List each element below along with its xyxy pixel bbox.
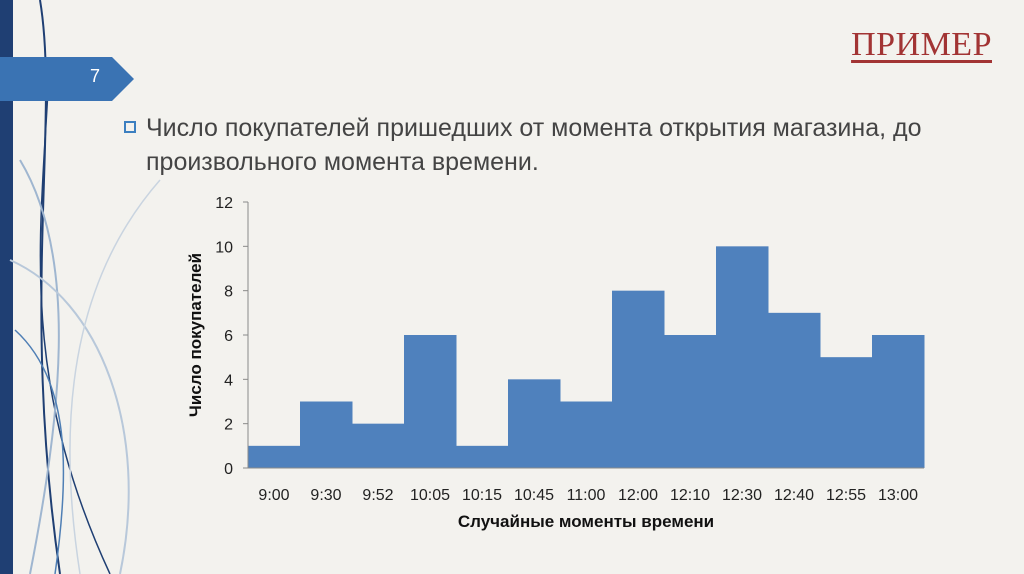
x-tick-label: 10:15 bbox=[462, 487, 502, 504]
y-tick-label: 4 bbox=[224, 372, 233, 389]
bar-12:10 bbox=[664, 335, 717, 468]
x-tick-label: 9:30 bbox=[310, 487, 341, 504]
x-tick-label: 9:00 bbox=[258, 487, 289, 504]
left-accent-bar bbox=[0, 0, 13, 574]
bars-group bbox=[248, 246, 925, 468]
bar-9:30 bbox=[300, 401, 353, 468]
y-tick-label: 0 bbox=[224, 461, 233, 478]
bullet-square-icon bbox=[124, 121, 136, 133]
x-axis-label: Случайные моменты времени bbox=[458, 512, 714, 531]
bar-10:15 bbox=[456, 445, 509, 468]
x-tick-label: 12:10 bbox=[670, 487, 710, 504]
bar-11:00 bbox=[560, 401, 613, 468]
y-tick-label: 2 bbox=[224, 417, 233, 434]
y-tick-label: 12 bbox=[215, 195, 233, 212]
bullet-text: Число покупателей пришедших от момента о… bbox=[146, 114, 922, 176]
y-axis-label: Число покупателей bbox=[186, 253, 205, 417]
x-tick-label: 12:30 bbox=[722, 487, 762, 504]
y-tick-label: 10 bbox=[215, 239, 233, 256]
decorative-curves bbox=[9, 0, 161, 574]
y-axis: 0 2 4 6 8 10 12 bbox=[215, 195, 249, 478]
bar-13:00 bbox=[872, 335, 925, 468]
x-tick-label: 9:52 bbox=[362, 487, 393, 504]
x-tick-label: 10:45 bbox=[514, 487, 554, 504]
x-tick-label: 12:40 bbox=[774, 487, 814, 504]
y-tick-label: 8 bbox=[224, 284, 233, 301]
x-tick-label: 11:00 bbox=[567, 487, 606, 504]
x-axis: 9:00 9:30 9:52 10:05 10:15 10:45 11:00 12:00 12:… bbox=[248, 467, 924, 504]
bar-10:05 bbox=[404, 335, 457, 468]
slide-title: ПРИМЕР bbox=[851, 26, 992, 63]
x-tick-label: 12:55 bbox=[826, 487, 866, 504]
x-tick-label: 13:00 bbox=[878, 487, 918, 504]
slide-number-tab bbox=[0, 57, 134, 101]
x-tick-label: 12:00 bbox=[618, 487, 658, 504]
x-tick-label: 10:05 bbox=[410, 487, 450, 504]
bar-12:30 bbox=[716, 246, 769, 468]
bar-12:55 bbox=[820, 357, 873, 468]
bar-12:00 bbox=[612, 290, 665, 468]
bar-9:00 bbox=[248, 445, 301, 468]
y-tick-label: 6 bbox=[224, 328, 233, 345]
bar-10:45 bbox=[508, 379, 561, 468]
bar-9:52 bbox=[352, 423, 405, 468]
bar-12:40 bbox=[768, 312, 821, 468]
slide-number: 7 bbox=[89, 66, 100, 86]
